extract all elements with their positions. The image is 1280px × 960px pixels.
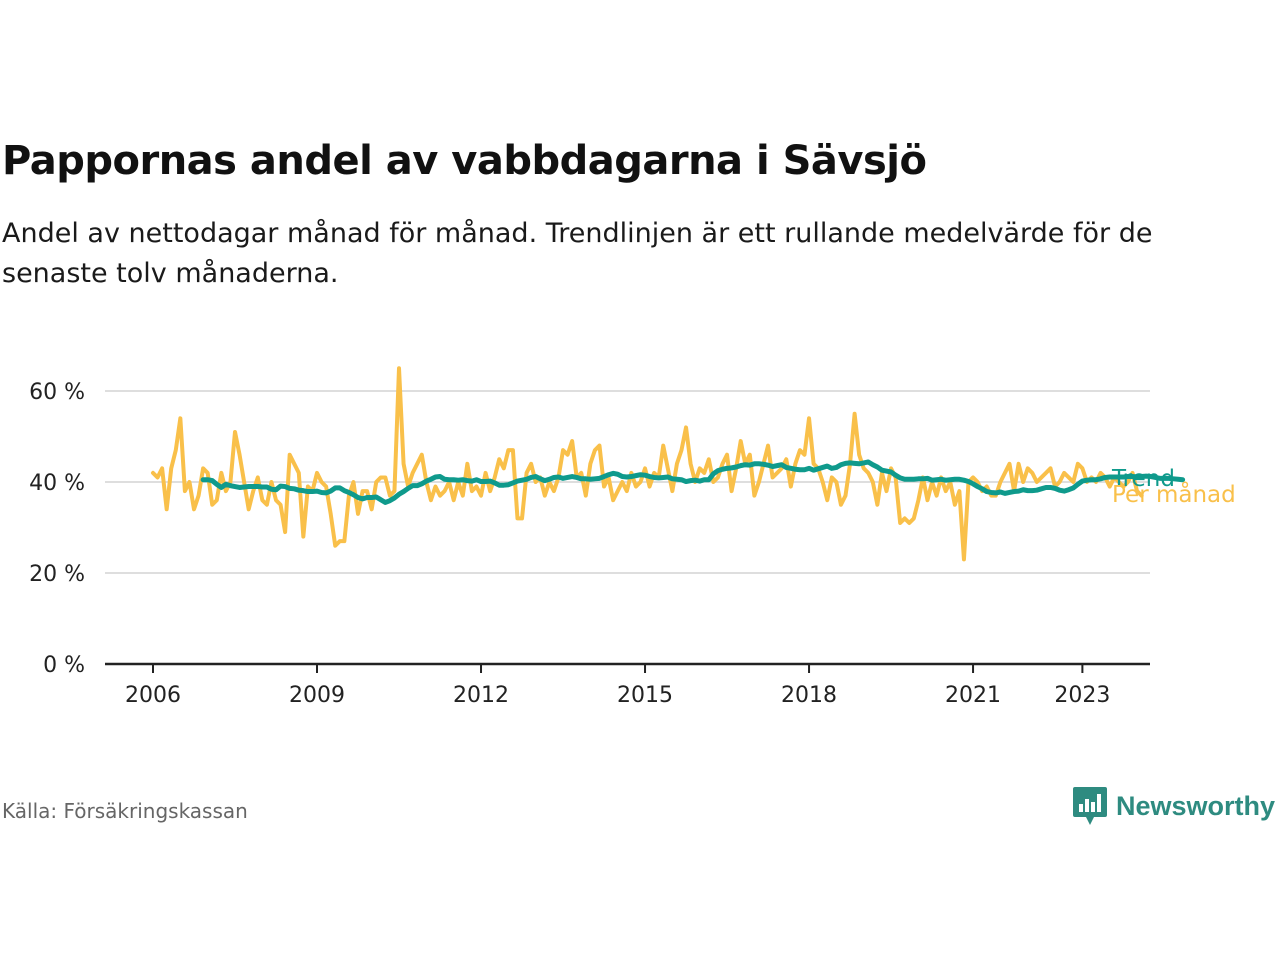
x-tick-label: 2015: [617, 683, 673, 708]
y-tick-label: 0 %: [43, 653, 85, 678]
x-tick-label: 2021: [945, 683, 1001, 708]
y-tick-label: 40 %: [29, 471, 85, 496]
y-tick-label: 20 %: [29, 562, 85, 587]
brand-name: Newsworthy: [1116, 790, 1276, 821]
series-lines: [151, 366, 1186, 562]
brand-logo: Newsworthy: [1072, 784, 1275, 828]
axes: 0 % 20 % 40 % 60 % 2006 2009 2012 2015 2018 2021 2…: [29, 380, 1150, 708]
page-title: Pappornas andel av vabbdagarna i Sävsjö: [2, 138, 927, 184]
x-tick-label: 2006: [125, 683, 181, 708]
x-tick-label: 2018: [781, 683, 837, 708]
series-line-monthly: [151, 366, 1144, 562]
series-label-monthly: Per månad: [1112, 480, 1236, 508]
x-tick-label: 2023: [1054, 683, 1110, 708]
y-tick-label: 60 %: [29, 380, 85, 405]
page-subtitle: Andel av nettodagar månad för månad. Tre…: [2, 218, 1153, 289]
source-note: Källa: Försäkringskassan: [2, 799, 248, 823]
x-tick-label: 2012: [453, 683, 509, 708]
x-tick-label: 2009: [289, 683, 345, 708]
series-line-trend: [200, 459, 1186, 505]
series-label-trend: Trend: [1111, 466, 1175, 492]
newsworthy-logo-icon: [1073, 787, 1107, 825]
